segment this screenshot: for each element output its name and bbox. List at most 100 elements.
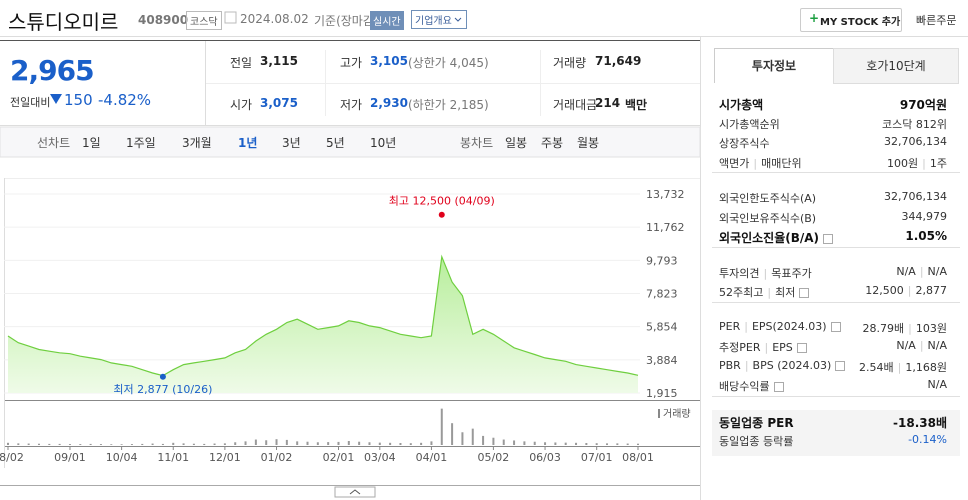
overview-button[interactable]: 기업개요 bbox=[411, 10, 467, 29]
separator: | bbox=[753, 156, 758, 170]
tab-inactive[interactable]: 호가10단계 bbox=[833, 48, 959, 84]
summary-value: 2,930 bbox=[370, 96, 408, 110]
volume-bar bbox=[58, 443, 61, 445]
volume-bar bbox=[523, 441, 526, 445]
tab-active[interactable]: 투자정보 bbox=[714, 48, 834, 83]
separator: | bbox=[763, 266, 768, 280]
separator: | bbox=[744, 358, 749, 372]
summary-label: 전일 bbox=[230, 56, 253, 70]
x-tick-label: 12/01 bbox=[209, 451, 241, 464]
period-tab[interactable]: 5년 bbox=[326, 136, 345, 150]
help-icon[interactable] bbox=[773, 382, 784, 392]
period-tab[interactable]: 1일 bbox=[82, 136, 101, 150]
row-label: 동일업종 등락률 bbox=[719, 433, 793, 449]
value-part: N/A bbox=[927, 264, 947, 278]
summary-note: (하한가 2,185) bbox=[408, 98, 489, 112]
row-label: 시가총액 bbox=[719, 96, 763, 113]
label-part: 액면가 bbox=[719, 156, 750, 170]
row-label: 상장주식수 bbox=[719, 135, 770, 151]
quick-order[interactable]: 빠른주문 bbox=[916, 14, 957, 27]
change-label: 전일대비 bbox=[10, 96, 51, 109]
period-tab[interactable]: 3개월 bbox=[182, 136, 212, 150]
basis: 기준(장마감) bbox=[314, 14, 379, 28]
candle-tab[interactable]: 월봉 bbox=[577, 136, 600, 150]
x-tick-label: 11/01 bbox=[157, 451, 189, 464]
row-label: 동일업종 PER bbox=[719, 414, 794, 431]
value-part: 1,168원 bbox=[905, 360, 947, 374]
label-part: 시가총액순위 bbox=[719, 117, 780, 131]
x-tick-label: 02/01 bbox=[323, 451, 355, 464]
group-divider bbox=[712, 301, 960, 303]
row-label: 액면가 | 매매단위 bbox=[719, 155, 802, 171]
label-part: 동일업종 등락률 bbox=[719, 435, 794, 448]
volume-bar bbox=[451, 423, 454, 445]
value-part: N/A bbox=[927, 339, 947, 352]
volume-bar bbox=[347, 441, 350, 445]
x-tick-label: 04/01 bbox=[416, 451, 448, 464]
separator: | bbox=[919, 339, 924, 352]
help-icon[interactable] bbox=[835, 360, 846, 371]
volume-bar bbox=[306, 441, 309, 445]
label-part: PBR bbox=[719, 358, 741, 372]
volume-bar bbox=[337, 441, 340, 445]
collapse-button[interactable] bbox=[334, 486, 376, 498]
label-part: 추정PER bbox=[719, 341, 761, 354]
realtime-badge[interactable]: 실시간 bbox=[370, 11, 404, 30]
x-tick-label: 08/02 bbox=[0, 451, 24, 464]
period-tab[interactable]: 1년 bbox=[238, 136, 258, 150]
volume-bar bbox=[7, 442, 9, 445]
group-bg bbox=[712, 409, 960, 456]
volume-bar bbox=[440, 408, 443, 445]
period-tab[interactable]: 10년 bbox=[370, 136, 397, 150]
stock-name: 스튜디오미르 bbox=[8, 10, 119, 34]
x-tick-label: 01/02 bbox=[261, 451, 293, 464]
separator: | bbox=[767, 286, 772, 299]
stock-code: 408900 bbox=[138, 13, 189, 27]
separator: | bbox=[919, 264, 924, 278]
row-value: 28.79배 | 103원 bbox=[863, 320, 947, 336]
label-part: EPS bbox=[772, 341, 793, 354]
volume-bar bbox=[213, 443, 216, 445]
candle-tab[interactable]: 일봉 bbox=[505, 136, 528, 150]
label-part: 목표주가 bbox=[771, 266, 812, 280]
period-tab[interactable]: 3년 bbox=[282, 136, 301, 150]
help-icon[interactable] bbox=[796, 343, 807, 353]
down-arrow bbox=[50, 94, 62, 104]
market-badge: 코스닥 bbox=[186, 11, 222, 30]
candle-tab[interactable]: 주봉 bbox=[541, 136, 564, 150]
help-icon[interactable] bbox=[830, 321, 841, 332]
high-marker bbox=[438, 211, 445, 218]
volume-bar bbox=[502, 439, 505, 445]
header-divider bbox=[0, 36, 968, 37]
period-tab[interactable]: 1주일 bbox=[126, 136, 156, 150]
volume-bar bbox=[316, 442, 319, 445]
change-rate: -4.82% bbox=[98, 91, 152, 109]
x-tick-label: 06/03 bbox=[529, 451, 561, 464]
help-icon[interactable] bbox=[799, 288, 810, 298]
volume-bar bbox=[275, 439, 278, 445]
y-tick-label: 1,915 bbox=[646, 387, 678, 400]
help-icon[interactable] bbox=[823, 233, 834, 244]
value-part: 970억원 bbox=[899, 98, 947, 112]
volume-bar bbox=[513, 440, 516, 445]
separator: | bbox=[897, 360, 902, 374]
volume-bar bbox=[482, 435, 485, 445]
volume-bar bbox=[244, 441, 247, 445]
x-tick-label: 10/04 bbox=[106, 451, 138, 464]
mystock-button[interactable] bbox=[800, 8, 902, 32]
summary-value: 3,075 bbox=[260, 96, 298, 110]
row-label: 투자의견 | 목표주가 bbox=[719, 265, 812, 281]
summary-note: 백만 bbox=[625, 98, 648, 112]
volume-bar bbox=[595, 443, 598, 445]
value-part: 344,979 bbox=[901, 209, 948, 223]
group-divider bbox=[712, 395, 960, 397]
group-divider bbox=[712, 246, 960, 248]
label-part: 최저 bbox=[775, 286, 796, 299]
mystock-label: MY STOCK 추가 bbox=[820, 17, 901, 28]
summary-col-divider bbox=[325, 50, 326, 116]
value-part: 28.79배 bbox=[862, 321, 905, 335]
quote-top-border bbox=[0, 40, 700, 41]
value-part: 32,706,134 bbox=[884, 190, 947, 203]
x-tick-label: 09/01 bbox=[54, 451, 86, 464]
